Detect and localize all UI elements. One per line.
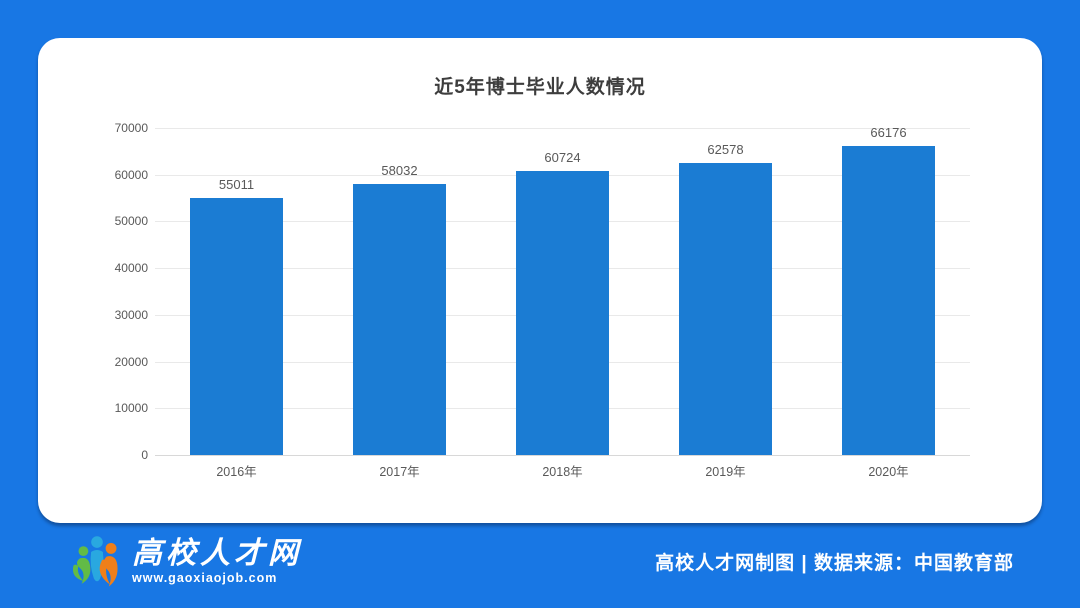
y-tick-label: 60000 xyxy=(114,167,148,182)
y-tick-label: 20000 xyxy=(114,354,148,369)
bar-2018年 xyxy=(516,171,609,455)
x-tick-label: 2019年 xyxy=(705,465,746,479)
y-tick-label: 50000 xyxy=(114,214,148,229)
bar-value-label: 62578 xyxy=(707,141,744,157)
footer: 高校人才网 www.gaoxiaojob.com 高校人才网制图 | 数据来源：… xyxy=(0,523,1080,608)
chart-card: 近5年博士毕业人数情况 0 10000 20000 30000 40000 50000 60… xyxy=(38,38,1042,523)
gridline xyxy=(155,128,970,129)
brand-name: 高校人才网 xyxy=(132,537,302,570)
brand-logo: 高校人才网 www.gaoxiaojob.com xyxy=(68,531,302,593)
x-tick-label: 2020年 xyxy=(868,465,909,479)
brand-text-block: 高校人才网 www.gaoxiaojob.com xyxy=(132,537,302,586)
bar-2016年 xyxy=(190,198,283,455)
people-logo-icon xyxy=(72,535,118,586)
x-tick-label: 2016年 xyxy=(216,465,257,479)
brand-website: www.gaoxiaojob.com xyxy=(132,571,278,585)
bar-2020年 xyxy=(842,145,935,455)
y-tick-label: 10000 xyxy=(114,401,148,416)
bar-value-label: 55011 xyxy=(218,177,255,193)
y-tick-label: 40000 xyxy=(114,261,148,276)
y-tick-label: 0 xyxy=(141,448,148,462)
gridline xyxy=(155,455,970,456)
bar-value-label: 66176 xyxy=(870,124,907,140)
chart-title: 近5年博士毕业人数情况 xyxy=(434,77,646,98)
bar-2019年 xyxy=(679,162,772,455)
bar-chart-plot-area: 0 10000 20000 30000 40000 50000 60000 70000 5501… xyxy=(115,121,970,479)
bar-value-label: 60724 xyxy=(544,150,581,166)
x-tick-label: 2017年 xyxy=(379,465,420,479)
credit-text: 高校人才网制图 | 数据来源：中国教育部 xyxy=(655,553,1014,574)
bar-value-label: 58032 xyxy=(381,162,418,178)
y-tick-label: 30000 xyxy=(114,307,148,322)
y-tick-label: 70000 xyxy=(114,121,148,135)
x-tick-label: 2018年 xyxy=(542,465,583,479)
bar-2017年 xyxy=(353,183,446,455)
